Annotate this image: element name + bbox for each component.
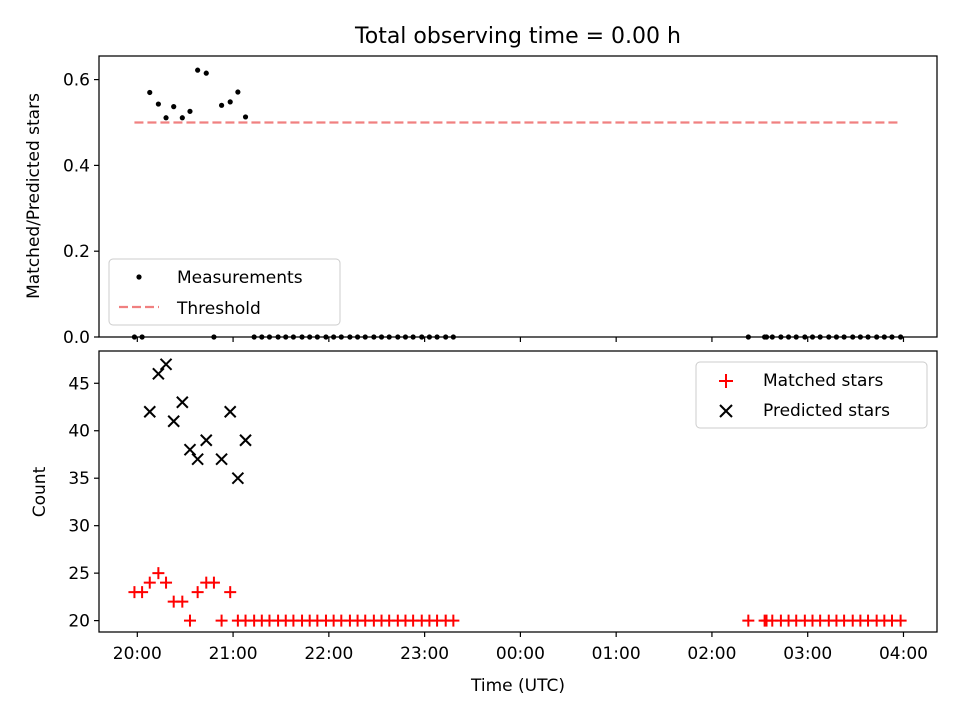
matched-stars-point	[143, 576, 156, 589]
measurement-point	[163, 115, 169, 121]
legend-predicted-label: Predicted stars	[763, 401, 890, 421]
bottom-y-axis-label: Count	[30, 466, 50, 517]
bottom-y-axis-ticks: 20 25 30 35 40 45	[68, 374, 99, 632]
legend-matched-label: Matched stars	[763, 371, 883, 391]
measurement-point	[171, 104, 177, 110]
bottom-y-tick-label: 35	[68, 469, 90, 489]
predicted-stars-point	[167, 415, 180, 428]
predicted-stars-point	[200, 434, 213, 447]
predicted-stars-point	[143, 405, 156, 418]
top-legend: Measurements Threshold	[108, 258, 341, 326]
measurement-point	[195, 67, 201, 73]
legend-threshold-label: Threshold	[176, 299, 261, 319]
top-y-axis-ticks: 0.0 0.2 0.4 0.6	[63, 71, 99, 348]
bottom-x-axis-label: Time (UTC)	[470, 676, 565, 696]
legend-matched-marker	[719, 374, 733, 388]
predicted-stars-point	[231, 472, 245, 485]
bottom-panel: 20 25 30 35 40 45 20:00 21:00 22:00 23:00 00:00 01…	[30, 350, 938, 696]
matched-stars-point	[160, 576, 173, 589]
bottom-y-tick-label: 45	[68, 374, 90, 394]
predicted-stars-point	[176, 396, 189, 409]
measurement-point	[179, 115, 185, 121]
bottom-legend-box	[695, 361, 928, 429]
measurement-point	[187, 108, 193, 114]
bottom-x-tick-label: 00:00	[496, 644, 545, 664]
top-panel: Total observing time = 0.00 h 0.00.20.40…	[24, 24, 938, 348]
bottom-y-tick-label: 20	[68, 612, 90, 632]
matched-stars-point	[136, 586, 149, 599]
matched-stars-point	[183, 614, 196, 627]
measurement-point	[155, 101, 161, 107]
bottom-x-tick-label: 02:00	[687, 644, 736, 664]
matched-stars-point	[152, 567, 165, 580]
top-legend-box	[108, 258, 341, 326]
measurement-point	[235, 89, 241, 95]
top-y-tick-label: 0.2	[63, 242, 90, 262]
legend-measurements-marker	[136, 274, 142, 280]
bottom-x-tick-label: 04:00	[879, 644, 928, 664]
predicted-stars-point	[191, 453, 204, 466]
measurement-point	[203, 70, 209, 76]
predicted-stars-point	[223, 405, 237, 418]
matched-stars-point	[176, 595, 189, 608]
top-chart-title: Total observing time = 0.00 h	[354, 24, 681, 49]
bottom-y-tick-label: 30	[68, 517, 90, 537]
predicted-stars-point	[215, 453, 228, 466]
bottom-x-tick-label: 03:00	[783, 644, 832, 664]
bottom-plot-marks	[128, 358, 907, 627]
bottom-y-tick-label: 25	[68, 564, 90, 584]
bottom-x-tick-label: 23:00	[400, 644, 449, 664]
top-y-tick-label: 0.4	[63, 156, 90, 176]
matched-stars-point	[224, 586, 237, 599]
matched-stars-point	[447, 614, 460, 627]
matched-stars-point	[191, 586, 204, 599]
top-y-axis-label: Matched/Predicted stars	[24, 93, 44, 299]
legend-measurements-label: Measurements	[177, 268, 303, 288]
matched-stars-point	[215, 614, 228, 627]
top-x-axis-ticks	[136, 337, 905, 342]
top-y-tick-label: 0.6	[63, 71, 90, 91]
predicted-stars-point	[183, 443, 197, 456]
bottom-y-tick-label: 40	[68, 422, 90, 442]
bottom-legend: Matched stars Predicted stars	[695, 361, 928, 429]
legend-predicted-marker	[719, 404, 733, 418]
measurement-point	[227, 99, 233, 105]
predicted-stars-point	[159, 358, 173, 371]
matched-stars-point	[742, 614, 755, 627]
top-y-tick-label: 0.0	[63, 328, 90, 348]
top-axes-frame	[98, 55, 938, 338]
bottom-x-tick-label: 01:00	[592, 644, 641, 664]
measurement-point	[218, 102, 225, 108]
predicted-stars-point	[152, 367, 165, 380]
bottom-axes-frame	[98, 350, 938, 633]
predicted-stars-point	[239, 434, 252, 447]
matched-stars-point	[894, 614, 907, 627]
bottom-x-axis-ticks: 20:00 21:00 22:00 23:00 00:00 01:00 02:00 03:00…	[113, 632, 928, 664]
matched-stars-point	[207, 576, 220, 589]
bottom-x-tick-label: 21:00	[209, 644, 258, 664]
measurement-point	[242, 114, 249, 120]
bottom-x-tick-label: 20:00	[113, 644, 162, 664]
bottom-x-tick-label: 22:00	[304, 644, 353, 664]
measurement-point	[147, 89, 153, 96]
